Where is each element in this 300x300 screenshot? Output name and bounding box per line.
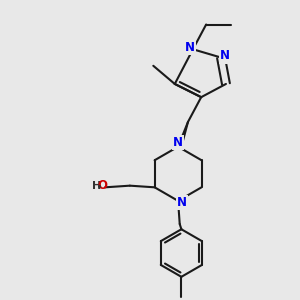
Text: N: N <box>173 136 183 149</box>
Text: H: H <box>92 181 101 191</box>
Text: N: N <box>220 50 230 62</box>
Text: N: N <box>184 41 195 54</box>
Text: N: N <box>177 196 187 209</box>
Text: O: O <box>98 179 107 193</box>
